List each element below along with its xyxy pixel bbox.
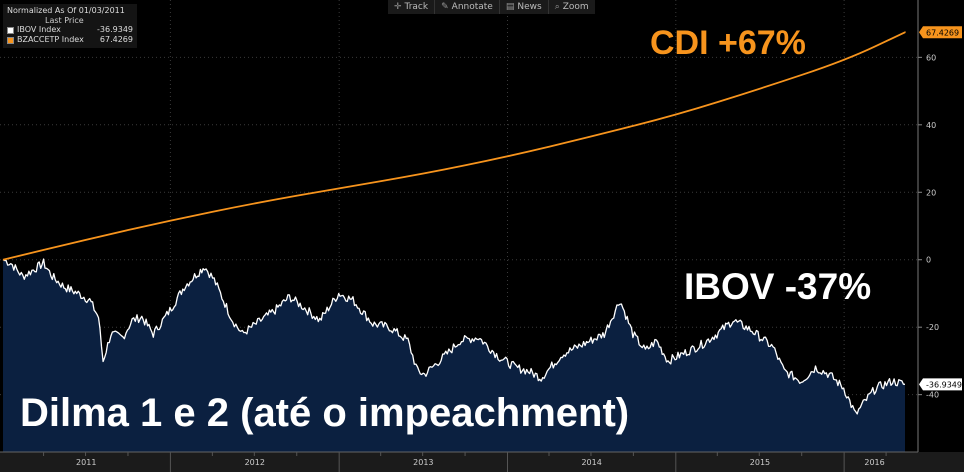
legend-heading: Normalized As Of 01/03/2011 (7, 6, 125, 15)
ibov-series-line (2, 258, 906, 415)
last-price-text: -36.9349 (926, 380, 962, 389)
y-tick-label: 0 (926, 256, 931, 265)
toolbar-track-button[interactable]: ✛ Track (388, 0, 436, 14)
toolbar-label: Zoom (562, 2, 589, 12)
toolbar-news-button[interactable]: ▤ News (500, 0, 549, 14)
x-tick-label: 2013 (413, 458, 433, 467)
legend-item[interactable]: IBOV Index -36.9349 (7, 25, 133, 35)
y-tick-label: 20 (926, 188, 936, 197)
chart-legend: Normalized As Of 01/03/2011 Last Price I… (3, 4, 137, 48)
y-axis: 60 40 20 0 -20 -40 (917, 0, 939, 452)
last-price-text: 67.4269 (926, 28, 959, 37)
y-tick-label: -20 (926, 323, 939, 332)
x-tick-label: 2012 (245, 458, 265, 467)
chart-toolbar: ✛ Track ✎ Annotate ▤ News ⌕ Zoom (388, 0, 595, 14)
toolbar-zoom-button[interactable]: ⌕ Zoom (549, 0, 595, 14)
cdi-series-line (2, 31, 906, 261)
toolbar-label: News (517, 2, 542, 12)
x-tick-label: 2011 (76, 458, 96, 467)
y-tick-label: 40 (926, 121, 936, 130)
y-tick-label: -40 (926, 391, 939, 400)
pencil-icon: ✎ (441, 2, 449, 12)
ibov-area-fill (3, 259, 905, 452)
period-annotation: Dilma 1 e 2 (até o impeachment) (20, 391, 630, 435)
legend-item-value: -36.9349 (97, 25, 133, 34)
x-tick-label: 2015 (750, 458, 770, 467)
ibov-annotation: IBOV -37% (684, 266, 872, 307)
legend-item-name: IBOV Index (17, 25, 61, 34)
x-tick-label: 2016 (864, 458, 884, 467)
legend-swatch (7, 26, 14, 34)
legend-item[interactable]: BZACCETP Index 67.4269 (7, 35, 133, 45)
legend-subheading: Last Price (45, 16, 84, 25)
legend-item-name: BZACCETP Index (17, 35, 84, 44)
y-tick-label: 60 (926, 53, 936, 62)
news-icon: ▤ (505, 2, 515, 12)
ibov-last-price-label: -36.9349 (919, 378, 962, 391)
zoom-icon: ⌕ (554, 2, 560, 12)
legend-swatch (7, 36, 14, 44)
x-axis-band (0, 452, 964, 472)
last-price-tag (919, 26, 962, 39)
x-tick-label: 2014 (581, 458, 601, 467)
crosshair-icon: ✛ (394, 2, 402, 12)
cdi-last-price-label: 67.4269 (919, 26, 962, 39)
toolbar-label: Track (404, 2, 429, 12)
toolbar-annotate-button[interactable]: ✎ Annotate (435, 0, 500, 14)
legend-item-value: 67.4269 (99, 35, 133, 44)
cdi-annotation: CDI +67% (650, 24, 806, 62)
x-axis: 2011 2012 2013 2014 2015 2016 (0, 451, 964, 472)
last-price-tag (919, 378, 962, 391)
toolbar-label: Annotate (451, 2, 493, 12)
